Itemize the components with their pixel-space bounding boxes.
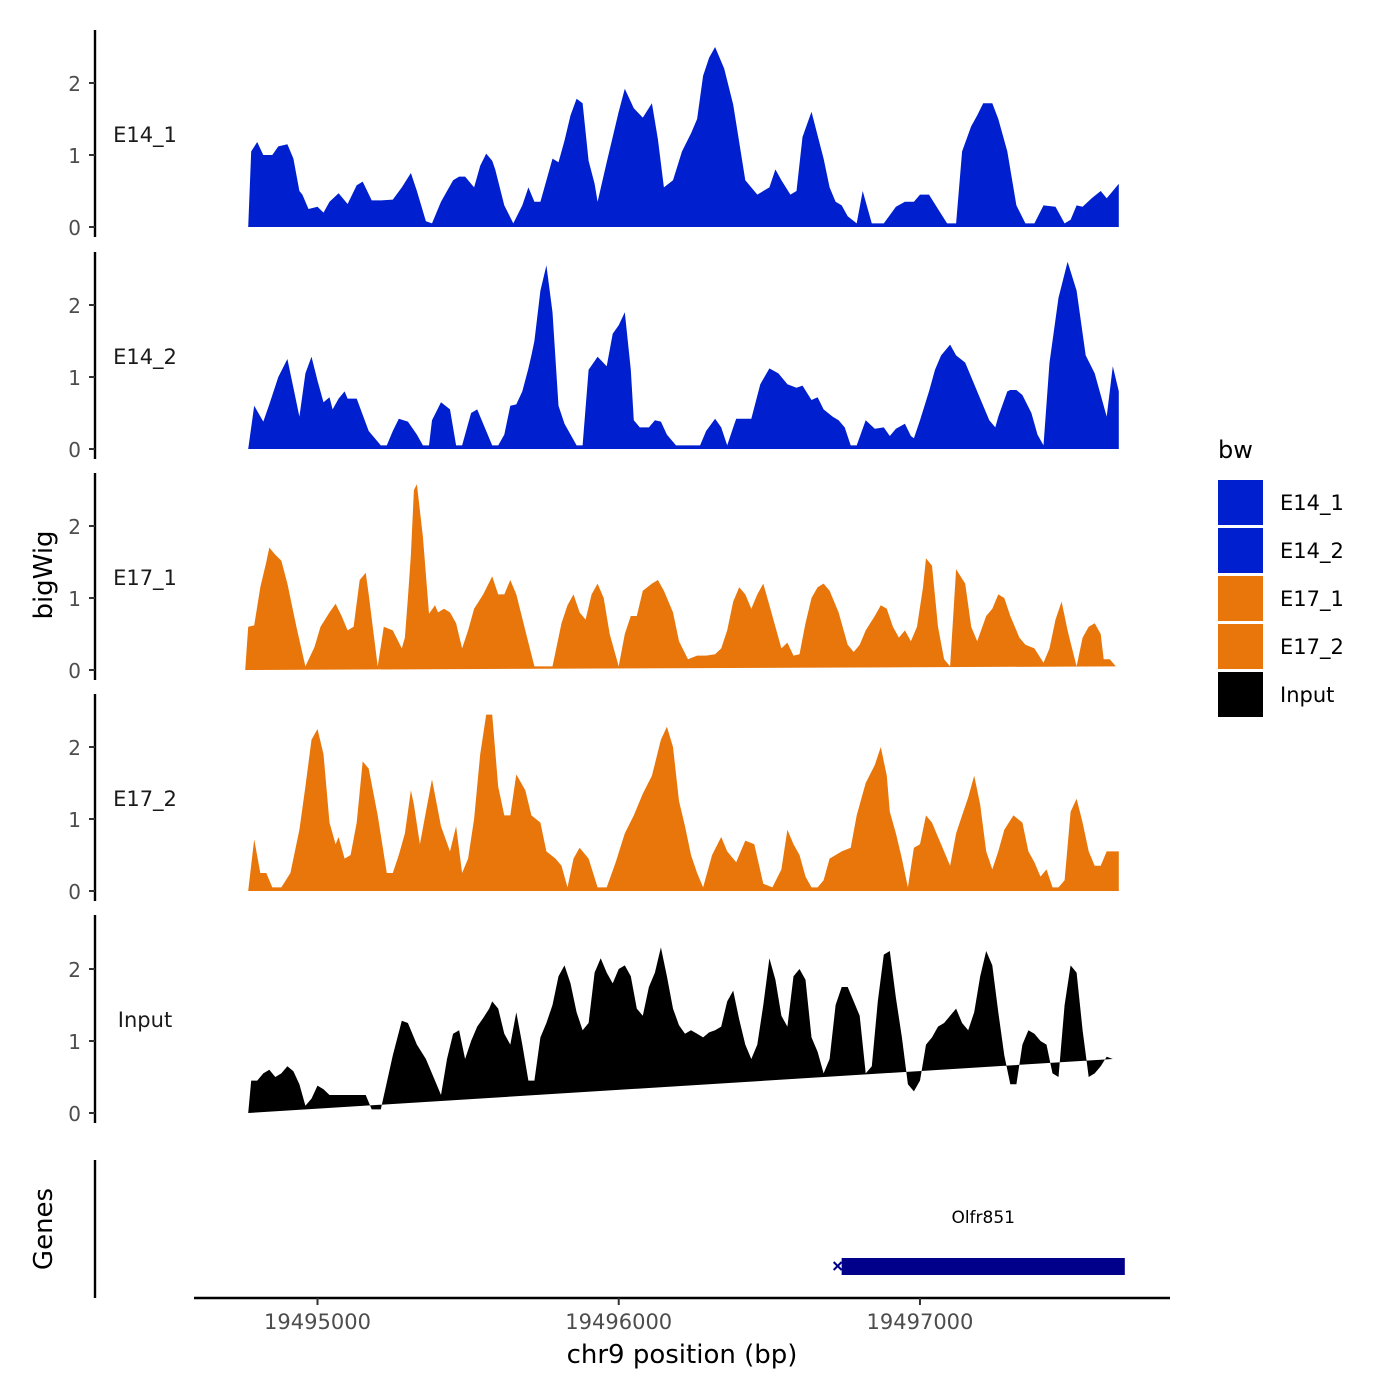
track-label: E14_2: [113, 345, 177, 370]
gene-strand-marker: [832, 1261, 843, 1271]
genes-axis-title: Genes: [29, 1188, 59, 1270]
track-label: E17_1: [113, 566, 177, 591]
track-E17_2: 0 1 2 E17_2: [68, 694, 1119, 904]
legend-swatch: [1218, 528, 1263, 573]
legend-label: E17_1: [1280, 587, 1344, 612]
gene-label: Olfr851: [951, 1208, 1015, 1228]
legend-label: E17_2: [1280, 635, 1344, 660]
y-tick-label: 1: [68, 587, 81, 611]
area-Input: [248, 947, 1113, 1113]
legend-label: E14_2: [1280, 539, 1344, 564]
x-axis-title: chr9 position (bp): [567, 1340, 798, 1370]
legend: bw E14_1 E14_2 E17_1 E17_2 Input: [1218, 436, 1344, 717]
y-tick-label: 2: [68, 72, 81, 96]
legend-label: Input: [1280, 683, 1334, 707]
y-tick-label: 1: [68, 144, 81, 168]
y-tick-label: 2: [68, 736, 81, 760]
track-E17_1: 0 1 2 E17_1: [68, 473, 1116, 683]
legend-swatch: [1218, 624, 1263, 669]
area-E14_2: [248, 261, 1119, 449]
legend-title: bw: [1218, 436, 1253, 464]
y-tick-label: 2: [68, 958, 81, 982]
area-E14_1: [248, 47, 1119, 227]
y-tick-label: 0: [68, 1102, 81, 1126]
y-tick-label: 1: [68, 366, 81, 390]
y-tick-label: 1: [68, 1030, 81, 1054]
track-panels: 0 1 2 E14_1 0 1 2 E14_2 0 1 2 E17_1 0 1 2 E17_2 0 1 2 Input: [68, 30, 1119, 1126]
track-E14_1: 0 1 2 E14_1: [68, 30, 1119, 240]
area-E17_1: [245, 484, 1116, 670]
gene-panel: Olfr851: [93, 1160, 1125, 1298]
track-label: E14_1: [113, 123, 177, 148]
y-tick-label: 2: [68, 515, 81, 539]
gene-body: [841, 1258, 1125, 1275]
track-Input: 0 1 2 Input: [68, 915, 1113, 1126]
y-tick-label: 0: [68, 216, 81, 240]
y-tick-label: 0: [68, 659, 81, 683]
track-label: E17_2: [113, 787, 177, 812]
legend-swatch: [1218, 480, 1263, 525]
x-tick-label: 19496000: [565, 1310, 672, 1334]
legend-label: E14_1: [1280, 491, 1344, 516]
track-label: Input: [118, 1008, 172, 1032]
legend-swatch: [1218, 672, 1263, 717]
y-axis-title: bigWig: [29, 530, 59, 619]
x-axis: 19495000 19496000 19497000: [194, 1296, 1170, 1334]
x-tick-label: 19497000: [867, 1310, 974, 1334]
track-E14_2: 0 1 2 E14_2: [68, 252, 1119, 462]
y-tick-label: 2: [68, 294, 81, 318]
y-tick-label: 0: [68, 438, 81, 462]
area-E17_2: [248, 714, 1119, 891]
x-tick-label: 19495000: [264, 1310, 371, 1334]
y-tick-label: 0: [68, 880, 81, 904]
legend-swatch: [1218, 576, 1263, 621]
y-tick-label: 1: [68, 808, 81, 832]
